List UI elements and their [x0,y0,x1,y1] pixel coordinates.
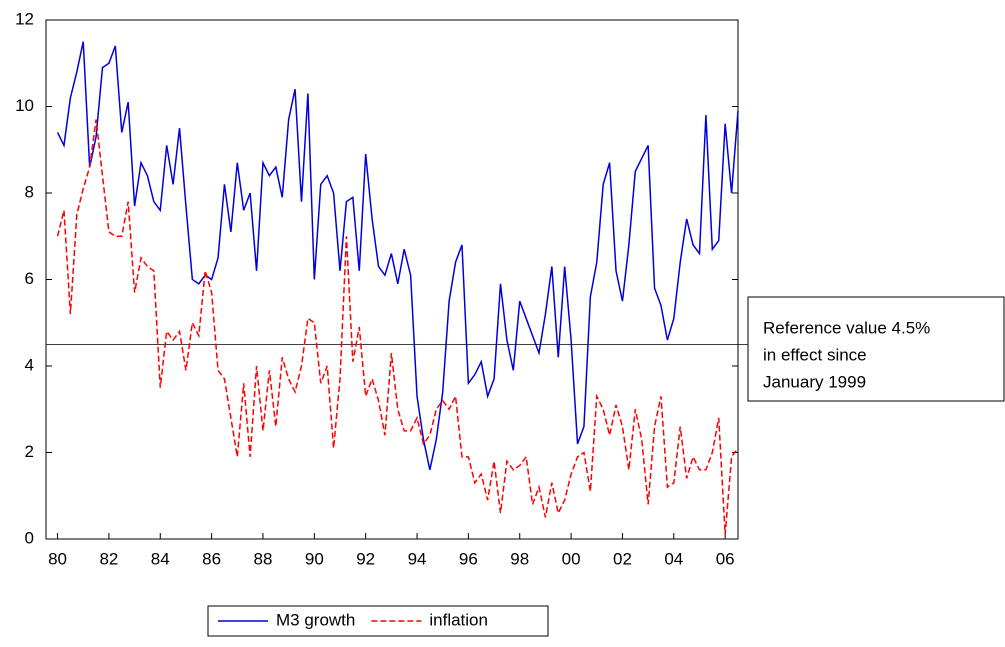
y-tick-label: 6 [25,269,34,288]
annotation-box [747,296,1005,402]
y-tick-label: 8 [25,182,34,201]
x-tick-label: 84 [151,549,170,568]
x-tick-label: 86 [202,549,221,568]
x-tick-label: 04 [664,549,683,568]
y-tick-label: 4 [25,355,34,374]
y-tick-label: 0 [25,528,34,547]
series-line [56,119,739,535]
y-tick-label: 10 [15,96,34,115]
x-tick-label: 90 [305,549,324,568]
x-tick-label: 80 [48,549,67,568]
legend-label: inflation [429,610,488,629]
x-tick-label: 82 [99,549,118,568]
annotation-text: Reference value 4.5% [763,318,930,337]
x-tick-label: 94 [408,549,427,568]
legend-label: M3 growth [276,610,355,629]
series-line [56,41,739,470]
x-tick-label: 92 [356,549,375,568]
x-tick-label: 06 [716,549,735,568]
x-tick-label: 88 [254,549,273,568]
x-tick-label: 96 [459,549,478,568]
plot-frame [45,19,739,540]
annotation-text: in effect since [763,345,867,364]
y-tick-label: 12 [15,9,34,28]
x-tick-label: 98 [510,549,529,568]
annotation-text: January 1999 [763,372,866,391]
y-tick-label: 2 [25,442,34,461]
x-tick-label: 00 [562,549,581,568]
x-tick-label: 02 [613,549,632,568]
